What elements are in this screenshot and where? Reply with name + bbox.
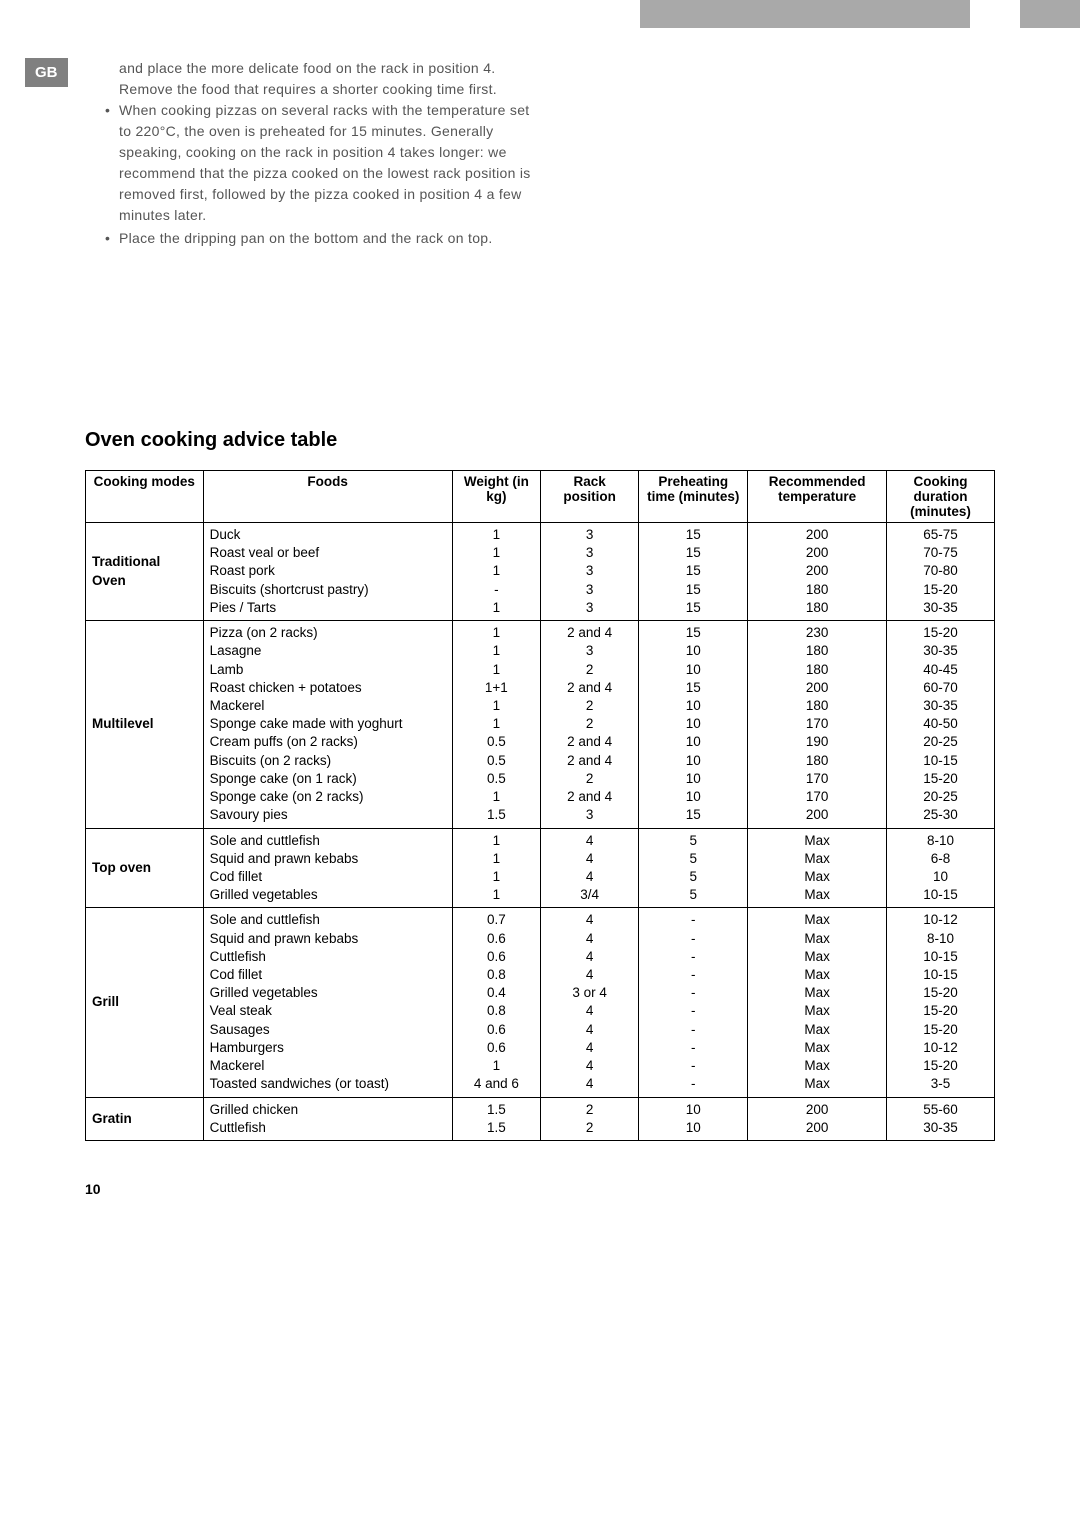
cell-rack: 22 bbox=[541, 1097, 639, 1140]
table-header-row: Cooking modes Foods Weight (in kg) Rack … bbox=[86, 471, 995, 523]
cell-foods: DuckRoast veal or beefRoast porkBiscuits… bbox=[203, 523, 452, 621]
cell-preheat: ---------- bbox=[639, 908, 748, 1097]
cell-preheat: 1010 bbox=[639, 1097, 748, 1140]
cell-temp: MaxMaxMaxMaxMaxMaxMaxMaxMaxMax bbox=[748, 908, 887, 1097]
cooking-table: Cooking modes Foods Weight (in kg) Rack … bbox=[85, 470, 995, 1141]
cell-mode: Gratin bbox=[86, 1097, 204, 1140]
intro-bullet: When cooking pizzas on several racks wit… bbox=[105, 100, 545, 226]
cell-foods: Sole and cuttlefishSquid and prawn kebab… bbox=[203, 828, 452, 908]
cell-mode: Top oven bbox=[86, 828, 204, 908]
cell-duration: 15-2030-3540-4560-7030-3540-5020-2510-15… bbox=[887, 621, 995, 828]
table-body: Traditional OvenDuckRoast veal or beefRo… bbox=[86, 523, 995, 1141]
cell-temp: 200200 bbox=[748, 1097, 887, 1140]
cell-duration: 65-7570-7570-8015-2030-35 bbox=[887, 523, 995, 621]
cell-duration: 8-106-81010-15 bbox=[887, 828, 995, 908]
cell-duration: 55-6030-35 bbox=[887, 1097, 995, 1140]
page-number: 10 bbox=[0, 1141, 1080, 1217]
intro-continuation: and place the more delicate food on the … bbox=[105, 58, 545, 100]
table-row: MultilevelPizza (on 2 racks)LasagneLambR… bbox=[86, 621, 995, 828]
cell-preheat: 1515151515 bbox=[639, 523, 748, 621]
intro-bullet: Place the dripping pan on the bottom and… bbox=[105, 228, 545, 249]
cell-mode: Grill bbox=[86, 908, 204, 1097]
th-mode: Cooking modes bbox=[86, 471, 204, 523]
cell-rack: 33333 bbox=[541, 523, 639, 621]
cell-weight: 1.51.5 bbox=[452, 1097, 540, 1140]
th-preheat: Preheating time (minutes) bbox=[639, 471, 748, 523]
cell-foods: Sole and cuttlefishSquid and prawn kebab… bbox=[203, 908, 452, 1097]
th-rack: Rack position bbox=[541, 471, 639, 523]
th-temp: Recommended temperature bbox=[748, 471, 887, 523]
language-badge: GB bbox=[25, 58, 68, 87]
cell-temp: MaxMaxMaxMax bbox=[748, 828, 887, 908]
cell-temp: 200200200180180 bbox=[748, 523, 887, 621]
th-weight: Weight (in kg) bbox=[452, 471, 540, 523]
cell-rack: 44443 or 444444 bbox=[541, 908, 639, 1097]
cell-preheat: 1510101510101010101015 bbox=[639, 621, 748, 828]
table-row: GratinGrilled chickenCuttlefish1.51.5221… bbox=[86, 1097, 995, 1140]
cell-duration: 10-128-1010-1510-1515-2015-2015-2010-121… bbox=[887, 908, 995, 1097]
content-area: GB and place the more delicate food on t… bbox=[0, 28, 1080, 1141]
table-row: Traditional OvenDuckRoast veal or beefRo… bbox=[86, 523, 995, 621]
section-title: Oven cooking advice table bbox=[85, 429, 995, 452]
cell-foods: Pizza (on 2 racks)LasagneLambRoast chick… bbox=[203, 621, 452, 828]
table-row: Top ovenSole and cuttlefishSquid and pra… bbox=[86, 828, 995, 908]
cell-weight: 111-1 bbox=[452, 523, 540, 621]
header-gray-bar bbox=[640, 0, 1080, 28]
intro-bullets: When cooking pizzas on several racks wit… bbox=[105, 100, 545, 249]
th-duration: Cooking duration (minutes) bbox=[887, 471, 995, 523]
cell-weight: 1111 bbox=[452, 828, 540, 908]
cell-temp: 230180180200180170190180170170200 bbox=[748, 621, 887, 828]
cell-preheat: 5555 bbox=[639, 828, 748, 908]
cell-mode: Multilevel bbox=[86, 621, 204, 828]
cell-mode: Traditional Oven bbox=[86, 523, 204, 621]
cell-rack: 4443/4 bbox=[541, 828, 639, 908]
cell-foods: Grilled chickenCuttlefish bbox=[203, 1097, 452, 1140]
intro-text: and place the more delicate food on the … bbox=[105, 58, 545, 249]
header-bar bbox=[0, 0, 1080, 28]
cell-weight: 1111+1110.50.50.511.5 bbox=[452, 621, 540, 828]
th-foods: Foods bbox=[203, 471, 452, 523]
cell-rack: 2 and 4322 and 4222 and 42 and 422 and 4… bbox=[541, 621, 639, 828]
table-row: GrillSole and cuttlefishSquid and prawn … bbox=[86, 908, 995, 1097]
cell-weight: 0.70.60.60.80.40.80.60.614 and 6 bbox=[452, 908, 540, 1097]
